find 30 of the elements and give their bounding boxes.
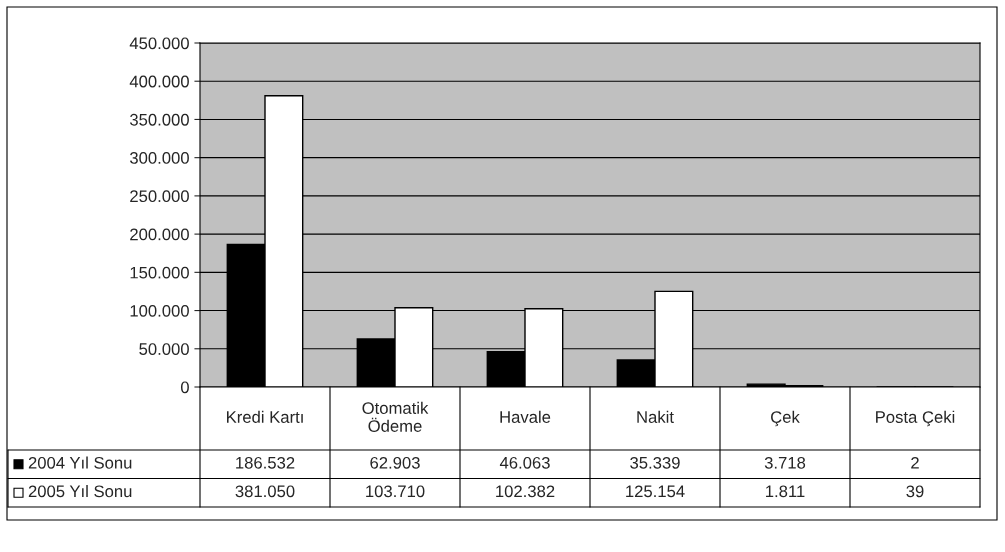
y-tick-label: 300.000 [129, 152, 189, 164]
data-label: 2 [911, 456, 919, 469]
legend-label: 2004 Yıl Sonu [28, 456, 132, 469]
y-tick-label: 200.000 [130, 228, 189, 241]
x-tick-label: Posta Çeki [876, 410, 955, 427]
y-tick-label: 50.000 [139, 343, 189, 355]
data-label: 125.154 [626, 485, 685, 498]
x-tick-label: Otomatik Ödeme [362, 401, 429, 432]
data-label: 35.339 [630, 456, 680, 469]
data-label: 102.382 [496, 485, 555, 498]
data-label: 39 [906, 485, 924, 498]
y-tick-label: 400.000 [129, 75, 189, 88]
x-tick-label: Kredi Kartı [227, 410, 303, 423]
legend-label: 2005 Yıl Sonu [28, 484, 132, 498]
data-label: 186.532 [236, 456, 295, 469]
data-label: 46.063 [499, 456, 550, 469]
data-label: 103.710 [366, 485, 425, 498]
y-tick-label: 350.000 [129, 113, 189, 126]
data-label: 62.903 [370, 456, 420, 469]
y-tick-label: 250.000 [130, 190, 189, 203]
data-label: 3.718 [764, 456, 806, 469]
data-label: 381.050 [235, 485, 295, 498]
x-tick-label: Havale [500, 410, 551, 423]
data-label: 1.811 [766, 485, 805, 498]
y-tick-label: 150.000 [130, 266, 189, 279]
y-tick-label: 450.000 [129, 37, 189, 50]
y-tick-label: 100.000 [130, 304, 189, 317]
y-tick-label: 0 [180, 381, 189, 394]
x-tick-label: Çek [771, 410, 800, 427]
x-tick-label: Nakit [637, 410, 674, 423]
